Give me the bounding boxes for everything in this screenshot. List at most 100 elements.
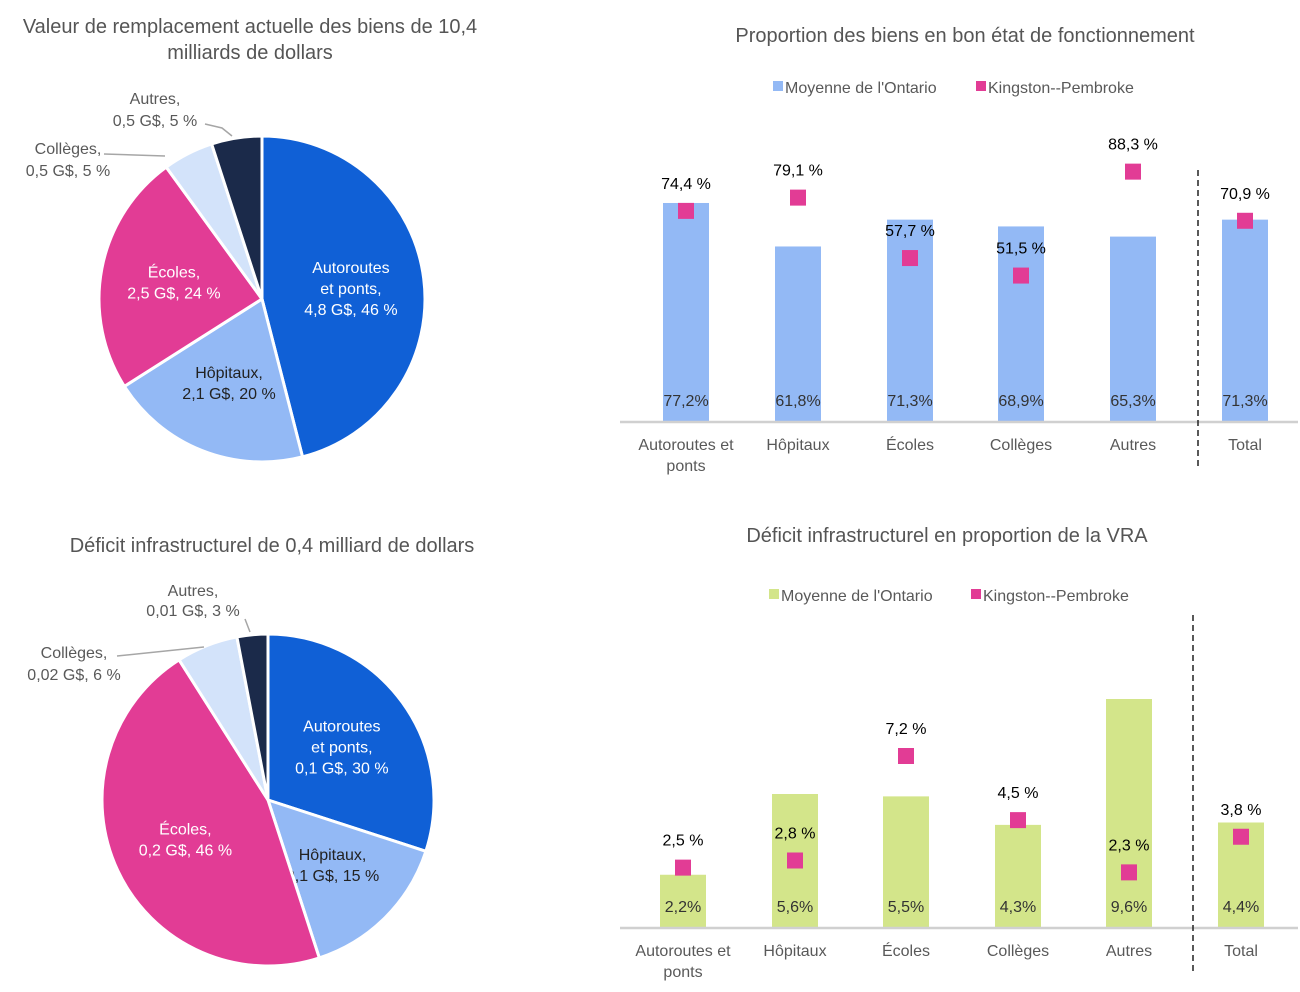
category-label: ponts <box>663 964 702 981</box>
marker <box>902 250 918 267</box>
slice-label: 0,1 G$, 15 % <box>286 868 379 885</box>
slice-label: et ponts, <box>311 739 372 756</box>
chart-title: Valeur de remplacement actuelle des bien… <box>23 16 477 38</box>
bar <box>663 202 709 421</box>
marker <box>678 202 694 219</box>
bar <box>1222 219 1268 421</box>
slice-label: 2,5 G$, 24 % <box>127 286 220 303</box>
bar-value-label: 4,3% <box>1000 899 1036 916</box>
leader-line <box>103 153 166 157</box>
pie-slice-autres <box>235 632 270 802</box>
pie-slice-hôpitaux <box>122 297 305 464</box>
legend-swatch <box>971 589 981 599</box>
pie-slice-autres <box>210 134 264 301</box>
marker-value-label: 2,3 % <box>1109 837 1150 854</box>
slice-label: Collèges, <box>35 141 102 158</box>
bar <box>883 796 929 927</box>
bar-value-label: 61,8% <box>775 393 820 410</box>
slice-label: Autres, <box>130 91 181 108</box>
slice-label: Hôpitaux, <box>299 847 367 864</box>
pie-slice-écoles <box>97 165 264 388</box>
slice-label: 0,1 G$, 30 % <box>295 760 388 777</box>
bar <box>660 874 706 927</box>
leader-line <box>244 618 251 633</box>
bar-value-label: 5,6% <box>777 899 813 916</box>
bar-value-label: 68,9% <box>998 393 1043 410</box>
category-label: Hôpitaux <box>763 943 826 960</box>
marker-value-label: 4,5 % <box>998 785 1039 802</box>
pie-chart-deficit: Déficit infrastructurel de 0,4 milliard … <box>27 535 475 968</box>
slice-label: 2,1 G$, 20 % <box>182 386 275 403</box>
marker <box>1121 864 1137 881</box>
bar-value-label: 2,2% <box>665 899 701 916</box>
slice-label: Écoles, <box>148 263 200 282</box>
bar <box>998 226 1044 421</box>
pie-chart-crv: Valeur de remplacement actuelle des bien… <box>23 16 477 464</box>
pie-slice-autoroutes-et-ponts <box>260 134 427 459</box>
marker-value-label: 79,1 % <box>773 163 823 180</box>
chart-title: Déficit infrastructurel de 0,4 milliard … <box>70 535 475 557</box>
slice-label: 0,5 G$, 5 % <box>113 113 198 130</box>
category-label: Collèges <box>990 437 1052 454</box>
marker-value-label: 3,8 % <box>1221 802 1262 819</box>
slice-label: Autoroutes <box>303 718 380 735</box>
bar <box>1110 236 1156 421</box>
slice-label: Autres, <box>168 583 219 600</box>
category-label: Autres <box>1110 437 1156 454</box>
bar-value-label: 71,3% <box>1222 393 1267 410</box>
bar <box>995 824 1041 927</box>
category-label: Collèges <box>987 943 1049 960</box>
marker <box>1233 828 1249 845</box>
marker-value-label: 88,3 % <box>1108 137 1158 154</box>
slice-label: 4,8 G$, 46 % <box>304 302 397 319</box>
slice-label: et ponts, <box>320 281 381 298</box>
bar-value-label: 77,2% <box>663 393 708 410</box>
marker <box>675 859 691 876</box>
marker <box>1237 212 1253 229</box>
category-label: Autoroutes et <box>635 943 731 960</box>
category-label: Hôpitaux <box>766 437 829 454</box>
slice-label: 0,01 G$, 3 % <box>146 603 239 620</box>
marker <box>1013 267 1029 284</box>
chart-title: Déficit infrastructurel en proportion de… <box>746 525 1148 547</box>
pie-slice-écoles <box>100 658 321 968</box>
marker-value-label: 7,2 % <box>886 721 927 738</box>
marker-value-label: 57,7 % <box>885 223 935 240</box>
slice-label: Hôpitaux, <box>195 365 263 382</box>
leader-line <box>116 646 205 657</box>
bar <box>887 219 933 421</box>
category-label: ponts <box>666 458 705 475</box>
slice-label: 0,2 G$, 46 % <box>139 842 232 859</box>
category-label: Autres <box>1106 943 1152 960</box>
legend-swatch <box>773 81 783 91</box>
category-label: Écoles <box>882 941 930 960</box>
category-label: Autoroutes et <box>638 437 734 454</box>
marker <box>787 852 803 869</box>
legend-label: Kingston--Pembroke <box>983 588 1129 605</box>
marker-value-label: 2,5 % <box>663 833 704 850</box>
slice-label: Autoroutes <box>312 260 389 277</box>
legend-swatch <box>976 81 986 91</box>
marker <box>1010 812 1026 829</box>
bar-chart-deficit_ratio: Déficit infrastructurel en proportion de… <box>620 525 1298 981</box>
bar-value-label: 5,5% <box>888 899 924 916</box>
legend-swatch <box>769 589 779 599</box>
category-label: Total <box>1228 437 1262 454</box>
slice-label: Collèges, <box>41 645 108 662</box>
legend-label: Kingston--Pembroke <box>988 80 1134 97</box>
bar <box>1106 699 1152 927</box>
pie-slice-autoroutes-et-ponts <box>266 632 436 853</box>
chart-title: Proportion des biens en bon état de fonc… <box>735 25 1195 47</box>
marker-value-label: 70,9 % <box>1220 186 1270 203</box>
bar-value-label: 9,6% <box>1111 899 1147 916</box>
leader-line <box>204 123 233 137</box>
marker-value-label: 51,5 % <box>996 241 1046 258</box>
marker-value-label: 2,8 % <box>775 826 816 843</box>
marker-value-label: 74,4 % <box>661 176 711 193</box>
legend-label: Moyenne de l'Ontario <box>785 80 937 97</box>
bar <box>775 246 821 421</box>
legend-label: Moyenne de l'Ontario <box>781 588 933 605</box>
slice-label: 0,5 G$, 5 % <box>26 163 111 180</box>
slice-label: 0,02 G$, 6 % <box>27 667 120 684</box>
